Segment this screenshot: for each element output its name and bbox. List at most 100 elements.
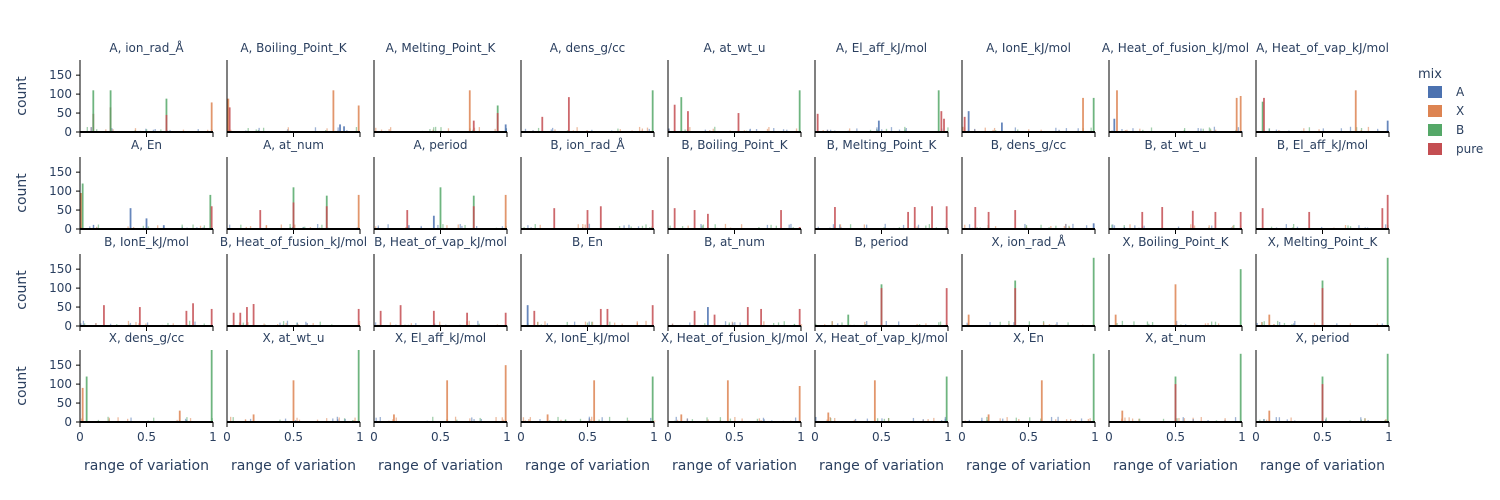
noise-bar bbox=[964, 224, 966, 229]
noise-bar bbox=[544, 321, 546, 326]
noise-bar bbox=[1385, 419, 1387, 422]
noise-bar bbox=[1133, 321, 1135, 326]
noise-bar bbox=[856, 128, 858, 132]
noise-bar bbox=[375, 226, 377, 229]
noise-bar bbox=[641, 225, 644, 229]
histogram-bar bbox=[1386, 257, 1389, 326]
noise-bar bbox=[1278, 417, 1281, 422]
noise-bar bbox=[1138, 418, 1140, 422]
histogram-bar bbox=[816, 113, 819, 132]
noise-bar bbox=[729, 418, 732, 422]
noise-bar bbox=[864, 321, 866, 326]
noise-bar bbox=[865, 224, 868, 229]
noise-bar bbox=[289, 223, 291, 229]
histogram-bar bbox=[913, 207, 916, 229]
histogram-bar bbox=[239, 312, 242, 326]
noise-bar bbox=[1018, 418, 1020, 422]
noise-bar bbox=[912, 417, 915, 422]
noise-bar bbox=[645, 320, 647, 326]
noise-bar bbox=[671, 323, 674, 326]
noise-bar bbox=[314, 127, 317, 132]
noise-bar bbox=[379, 416, 381, 422]
noise-bar bbox=[1150, 127, 1153, 132]
noise-bar bbox=[557, 416, 559, 422]
facet-title: B, IonE_kJ/mol bbox=[104, 235, 189, 249]
noise-bar bbox=[986, 416, 988, 422]
noise-bar bbox=[317, 224, 319, 229]
noise-bar bbox=[1265, 419, 1268, 422]
noise-bar bbox=[145, 323, 147, 326]
noise-bar bbox=[129, 322, 132, 326]
histogram-bar bbox=[746, 307, 749, 326]
noise-bar bbox=[702, 224, 705, 229]
noise-bar bbox=[192, 224, 194, 229]
histogram-bar bbox=[165, 114, 168, 132]
noise-bar bbox=[105, 129, 107, 132]
noise-bar bbox=[623, 225, 625, 229]
noise-bar bbox=[591, 129, 593, 132]
noise-bar bbox=[147, 226, 150, 229]
noise-bar bbox=[1129, 224, 1131, 229]
histogram-bar bbox=[1141, 211, 1144, 229]
histogram-bar bbox=[726, 380, 729, 422]
noise-bar bbox=[1275, 129, 1278, 132]
legend-label: X bbox=[1456, 104, 1464, 118]
noise-bar bbox=[938, 322, 940, 326]
noise-bar bbox=[691, 419, 694, 422]
facet-title: X, En bbox=[1013, 331, 1044, 345]
histogram-bar bbox=[1191, 210, 1194, 229]
noise-bar bbox=[890, 127, 893, 132]
noise-bar bbox=[684, 129, 686, 132]
histogram-bar bbox=[1114, 314, 1117, 326]
histogram-bar bbox=[1239, 269, 1242, 326]
noise-bar bbox=[885, 320, 887, 326]
histogram-bar bbox=[1354, 90, 1357, 132]
noise-bar bbox=[588, 223, 591, 229]
facet-title: A, En bbox=[131, 138, 162, 152]
noise-bar bbox=[440, 127, 442, 132]
noise-bar bbox=[826, 129, 829, 132]
histogram-bar bbox=[339, 124, 341, 132]
noise-bar bbox=[904, 126, 906, 132]
histogram-bar bbox=[945, 206, 948, 229]
noise-bar bbox=[1177, 226, 1180, 229]
facet-title: B, El_aff_kJ/mol bbox=[1277, 138, 1368, 152]
noise-bar bbox=[905, 128, 907, 132]
histogram-bar bbox=[103, 305, 105, 326]
noise-bar bbox=[244, 419, 247, 422]
histogram-bar bbox=[651, 305, 654, 326]
legend-swatch bbox=[1428, 143, 1442, 155]
noise-bar bbox=[337, 127, 339, 132]
noise-bar bbox=[968, 224, 971, 229]
x-tick-label: 0.5 bbox=[1166, 430, 1185, 444]
histogram-bar bbox=[713, 314, 716, 326]
noise-bar bbox=[589, 419, 591, 422]
y-tick-label: 50 bbox=[57, 300, 72, 314]
noise-bar bbox=[591, 321, 593, 326]
noise-bar bbox=[1077, 128, 1079, 132]
noise-bar bbox=[186, 417, 188, 422]
noise-bar bbox=[97, 419, 100, 422]
facet-title: B, at_num bbox=[704, 235, 765, 249]
histogram-bar bbox=[1001, 122, 1003, 132]
noise-bar bbox=[117, 417, 119, 422]
noise-bar bbox=[152, 129, 155, 132]
noise-bar bbox=[127, 418, 129, 422]
noise-bar bbox=[1148, 323, 1150, 326]
noise-bar bbox=[286, 129, 289, 132]
noise-bar bbox=[1008, 320, 1010, 326]
noise-bar bbox=[336, 416, 338, 422]
noise-bar bbox=[706, 417, 708, 422]
noise-bar bbox=[134, 128, 137, 132]
noise-bar bbox=[89, 226, 91, 229]
noise-bar bbox=[962, 126, 964, 132]
histogram-bar bbox=[357, 194, 360, 229]
noise-bar bbox=[181, 224, 183, 229]
noise-bar bbox=[242, 322, 244, 326]
noise-bar bbox=[80, 418, 83, 422]
histogram-bar bbox=[673, 208, 676, 229]
histogram-bar bbox=[472, 120, 475, 132]
noise-bar bbox=[922, 419, 924, 422]
x-tick-label: 1 bbox=[650, 430, 658, 444]
y-tick-label: 100 bbox=[49, 377, 72, 391]
